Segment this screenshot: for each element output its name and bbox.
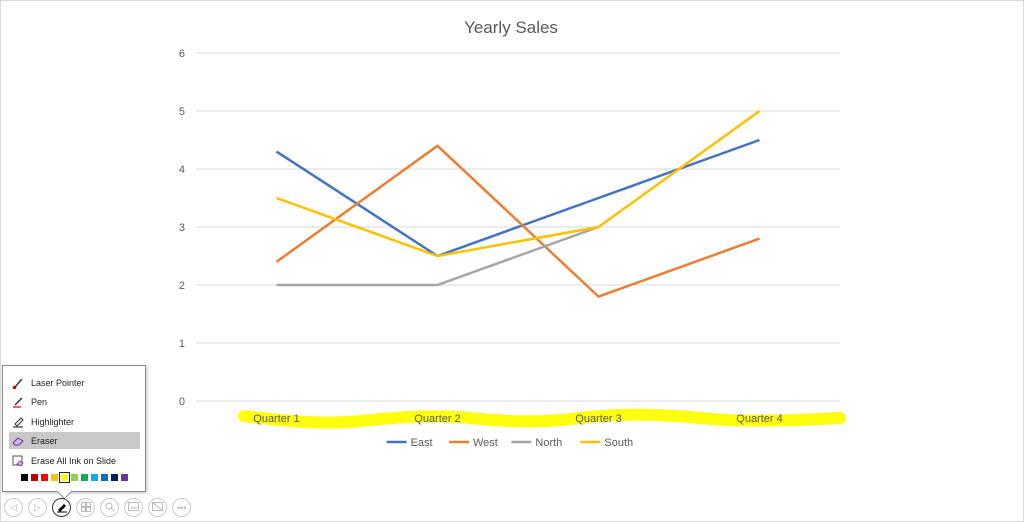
laser-pointer-icon — [12, 377, 24, 389]
legend-label: South — [604, 437, 633, 449]
highlighter-ink-stroke — [238, 408, 846, 429]
eraser-icon — [12, 435, 24, 447]
legend-label: East — [411, 437, 433, 449]
subtitles-button[interactable] — [124, 498, 143, 517]
black-screen-button[interactable] — [148, 498, 167, 517]
pen-tool-icon — [56, 501, 68, 515]
next-slide-button[interactable]: ▷ — [28, 498, 47, 517]
ink-color-swatch[interactable] — [59, 472, 70, 483]
erase-all-ink-menu-item[interactable]: Erase All Ink on Slide — [9, 452, 140, 469]
menu-item-label: Eraser — [31, 435, 58, 446]
erase-all-ink-icon — [12, 455, 24, 467]
ink-color-swatch[interactable] — [101, 474, 108, 481]
see-all-slides-button[interactable] — [76, 498, 95, 517]
series-line-east — [275, 138, 760, 258]
previous-icon: ◁ — [10, 502, 17, 512]
previous-slide-button[interactable]: ◁ — [4, 498, 23, 517]
menu-item-label: Pen — [31, 396, 48, 407]
y-tick-label: 0 — [179, 396, 185, 408]
slideshow-toolbar: ◁ ▷ ••• — [4, 498, 191, 517]
ink-tools-menu: Laser Pointer Pen Highlighter Eraser Era… — [2, 365, 146, 492]
x-tick-label: Quarter 1 — [253, 413, 299, 425]
next-icon: ▷ — [34, 502, 41, 512]
legend-label: West — [473, 437, 498, 449]
x-tick-label: Quarter 4 — [736, 413, 782, 425]
legend-label: North — [535, 437, 562, 449]
ink-color-swatch[interactable] — [51, 474, 58, 481]
black-screen-icon — [152, 502, 163, 513]
slides-icon — [80, 501, 91, 514]
y-tick-label: 4 — [179, 164, 185, 176]
chart-title: Yearly Sales — [464, 18, 558, 37]
more-options-button[interactable]: ••• — [172, 498, 191, 517]
subtitles-icon — [128, 502, 139, 513]
menu-item-label: Highlighter — [31, 416, 75, 427]
ink-color-swatches — [21, 472, 128, 483]
highlighter-menu-item[interactable]: Highlighter — [9, 413, 140, 430]
x-tick-label: Quarter 3 — [575, 413, 621, 425]
ink-color-swatch[interactable] — [91, 474, 98, 481]
y-tick-label: 3 — [179, 222, 185, 234]
eraser-menu-item[interactable]: Eraser — [9, 432, 140, 449]
more-icon: ••• — [176, 502, 187, 513]
x-tick-label: Quarter 2 — [414, 413, 460, 425]
pen-menu-item[interactable]: Pen — [9, 393, 140, 410]
ink-color-swatch[interactable] — [21, 474, 28, 481]
series-line-south — [276, 109, 761, 258]
laser-pointer-menu-item[interactable]: Laser Pointer — [9, 374, 140, 391]
ink-color-swatch[interactable] — [121, 474, 128, 481]
y-tick-label: 5 — [179, 106, 185, 118]
menu-item-label: Laser Pointer — [31, 377, 85, 388]
ink-color-swatch[interactable] — [41, 474, 48, 481]
y-tick-label: 2 — [179, 280, 185, 292]
ink-color-swatch[interactable] — [71, 474, 78, 481]
menu-item-label: Erase All Ink on Slide — [31, 455, 117, 466]
zoom-button[interactable] — [100, 498, 119, 517]
y-tick-label: 6 — [179, 48, 185, 60]
series-line-north — [276, 225, 599, 287]
highlighter-icon — [12, 416, 24, 428]
ink-color-swatch[interactable] — [31, 474, 38, 481]
series-line-west — [275, 144, 760, 298]
ink-color-swatch[interactable] — [81, 474, 88, 481]
pen-icon — [12, 396, 24, 408]
zoom-icon — [105, 502, 115, 514]
y-tick-label: 1 — [179, 338, 185, 350]
ink-color-swatch[interactable] — [111, 474, 118, 481]
pen-tools-button[interactable] — [52, 498, 71, 517]
